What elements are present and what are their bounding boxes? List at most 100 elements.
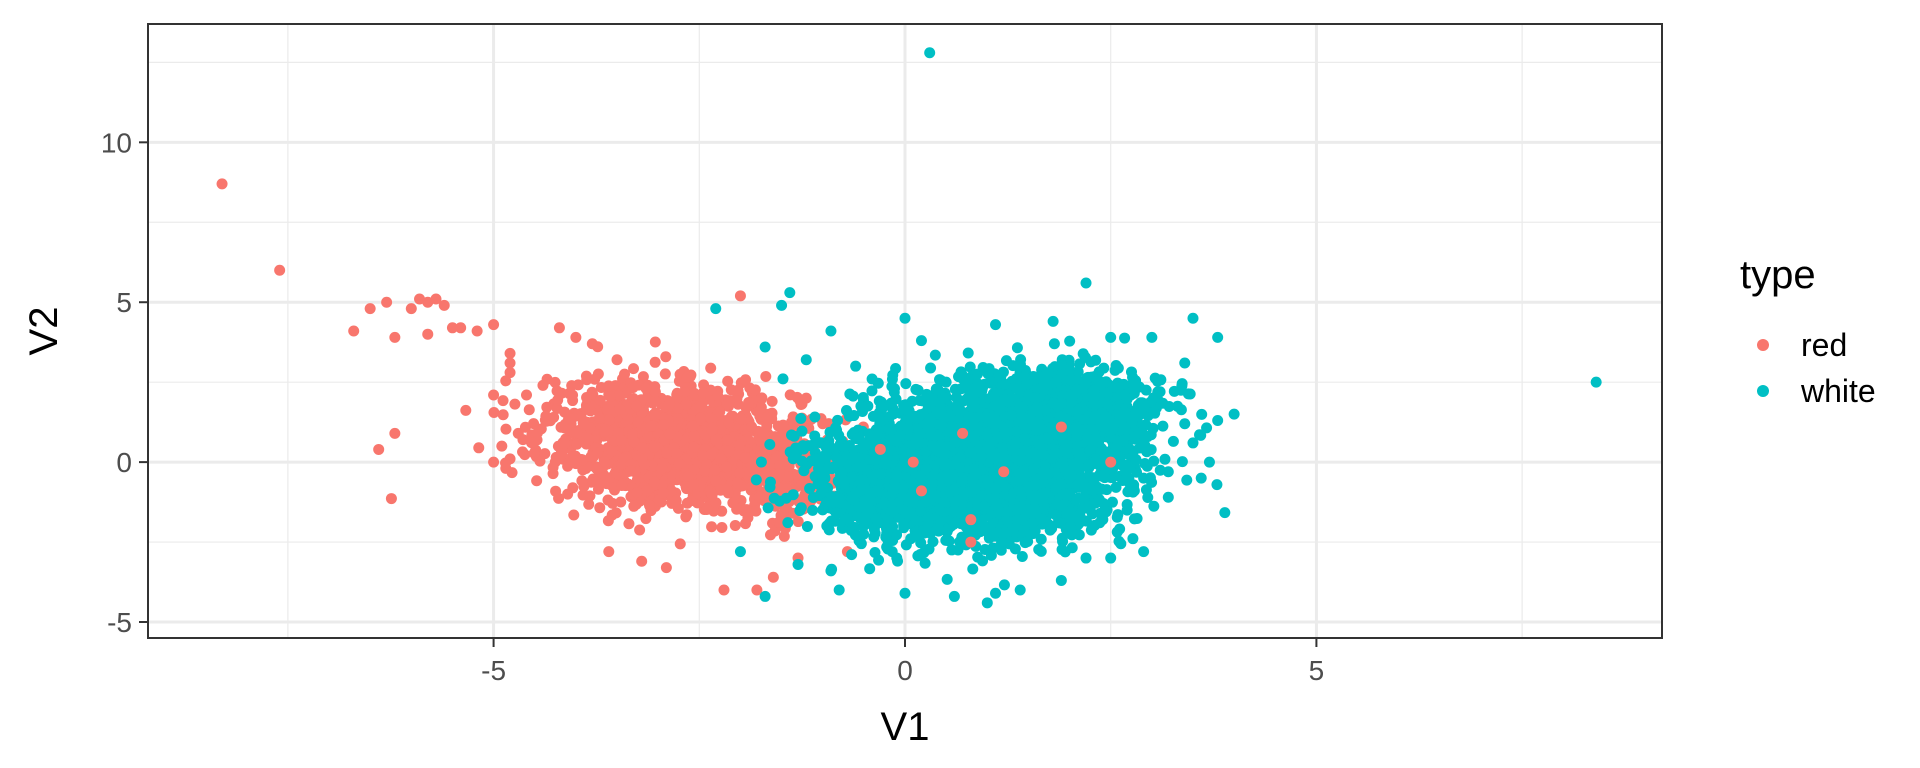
point-red — [664, 428, 676, 440]
point-white — [925, 397, 937, 409]
point-red — [552, 394, 564, 406]
point-red — [348, 325, 360, 337]
point-white — [979, 543, 991, 555]
point-white — [787, 489, 799, 501]
point-white — [1113, 535, 1125, 547]
point-red — [766, 395, 778, 407]
point-red — [674, 538, 686, 550]
point-white — [875, 401, 887, 413]
point-red — [556, 448, 568, 460]
point-white — [1067, 511, 1079, 523]
point-white — [777, 373, 789, 385]
point-red — [636, 555, 648, 567]
point-white — [1101, 484, 1113, 496]
point-white — [796, 425, 808, 437]
point-red — [722, 434, 734, 446]
point-red — [739, 452, 751, 464]
point-red — [743, 396, 755, 408]
point-white — [1056, 532, 1068, 544]
point-red — [592, 447, 604, 459]
point-white — [795, 413, 807, 425]
point-red — [697, 449, 709, 461]
point-white — [925, 362, 937, 374]
point-white — [952, 544, 964, 556]
point-white — [890, 363, 902, 375]
point-red — [800, 392, 812, 404]
point-red — [753, 491, 765, 503]
point-white — [1127, 486, 1139, 498]
point-red — [774, 468, 786, 480]
point-red — [656, 463, 668, 475]
point-white — [1048, 338, 1060, 350]
point-red — [715, 452, 727, 464]
point-red — [547, 461, 559, 473]
point-red — [460, 404, 472, 416]
point-red — [722, 375, 734, 387]
point-red — [504, 453, 516, 465]
point-red — [581, 374, 593, 386]
point-red — [496, 440, 508, 452]
point-white — [1054, 478, 1066, 490]
point-red — [611, 354, 623, 366]
point-white — [1211, 479, 1223, 491]
point-red — [767, 571, 779, 583]
point-red — [603, 546, 615, 558]
point-red — [576, 475, 588, 487]
point-red — [603, 414, 615, 426]
point-red — [216, 178, 228, 190]
point-red — [628, 363, 640, 375]
point-red — [636, 442, 648, 454]
point-red — [761, 411, 773, 423]
point-red — [570, 331, 582, 343]
point-red — [657, 487, 669, 499]
point-red — [760, 370, 772, 382]
point-red — [681, 497, 693, 509]
point-white — [1046, 522, 1058, 534]
point-red — [631, 487, 643, 499]
point-red — [648, 441, 660, 453]
point-white — [998, 579, 1010, 591]
point-red — [593, 412, 605, 424]
point-white — [809, 411, 821, 423]
point-red — [581, 392, 593, 404]
point-red — [723, 396, 735, 408]
point-white — [962, 347, 974, 359]
point-white — [876, 415, 888, 427]
point-white — [977, 555, 989, 567]
point-white — [992, 526, 1004, 538]
point-red — [570, 458, 582, 470]
point-white — [1141, 460, 1153, 472]
point-red — [731, 477, 743, 489]
point-red — [626, 428, 638, 440]
point-red — [705, 362, 717, 374]
point-red — [660, 351, 672, 363]
point-white — [1028, 480, 1040, 492]
point-red — [577, 489, 589, 501]
point-red — [628, 500, 640, 512]
point-red — [764, 529, 776, 541]
point-red — [602, 515, 614, 527]
point-red — [525, 437, 537, 449]
point-red — [381, 296, 393, 308]
point-red — [562, 488, 574, 500]
point-red — [725, 384, 737, 396]
point-red — [670, 494, 682, 506]
point-red — [583, 498, 595, 510]
point-red — [716, 505, 728, 517]
point-white — [1065, 520, 1077, 532]
point-white — [1131, 512, 1143, 524]
point-red — [648, 476, 660, 488]
point-red — [778, 530, 790, 542]
point-red — [667, 470, 679, 482]
point-red — [488, 406, 500, 418]
point-red — [640, 382, 652, 394]
point-red — [688, 387, 700, 399]
point-red — [648, 395, 660, 407]
point-red — [659, 368, 671, 380]
point-red — [506, 467, 518, 479]
point-white — [900, 378, 912, 390]
point-red — [701, 504, 713, 516]
point-red — [616, 480, 628, 492]
point-red — [604, 391, 616, 403]
point-white — [869, 546, 881, 558]
